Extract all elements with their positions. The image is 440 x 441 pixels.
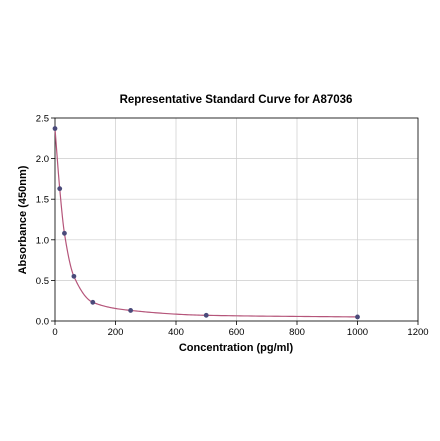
x-axis-ticks: 0 200 400 600 800 1000 1200 bbox=[52, 321, 429, 338]
y-tick-label: 0.5 bbox=[36, 276, 49, 287]
x-axis-label: Concentration (pg/ml) bbox=[179, 342, 294, 354]
data-point bbox=[355, 314, 360, 320]
y-tick-label: 1.0 bbox=[36, 235, 49, 246]
y-tick-label: 0.0 bbox=[36, 317, 49, 328]
x-tick-label: 600 bbox=[229, 327, 245, 338]
x-tick-label: 0 bbox=[52, 327, 57, 338]
y-tick-label: 2.5 bbox=[36, 114, 49, 125]
y-tick-label: 1.5 bbox=[36, 195, 49, 206]
data-point bbox=[52, 126, 58, 131]
x-tick-label: 1200 bbox=[407, 327, 428, 338]
x-tick-label: 1000 bbox=[347, 327, 368, 338]
data-point bbox=[71, 273, 77, 279]
x-tick-label: 800 bbox=[289, 327, 305, 338]
data-point bbox=[62, 230, 67, 236]
y-axis-ticks: 0.0 0.5 1.0 1.5 2.0 2.5 bbox=[36, 114, 55, 328]
y-axis-label: Absorbance (450nm) bbox=[17, 165, 29, 274]
x-tick-label: 400 bbox=[168, 327, 184, 338]
x-tick-label: 200 bbox=[108, 327, 124, 338]
data-points bbox=[52, 126, 360, 320]
data-point bbox=[57, 186, 63, 192]
chart-title: Representative Standard Curve for A87036 bbox=[120, 94, 353, 106]
data-point bbox=[128, 308, 134, 313]
data-point bbox=[203, 312, 209, 318]
data-point bbox=[90, 299, 96, 305]
fit-curve bbox=[54, 128, 358, 318]
grid-lines bbox=[54, 117, 419, 322]
y-tick-label: 2.0 bbox=[36, 154, 49, 165]
